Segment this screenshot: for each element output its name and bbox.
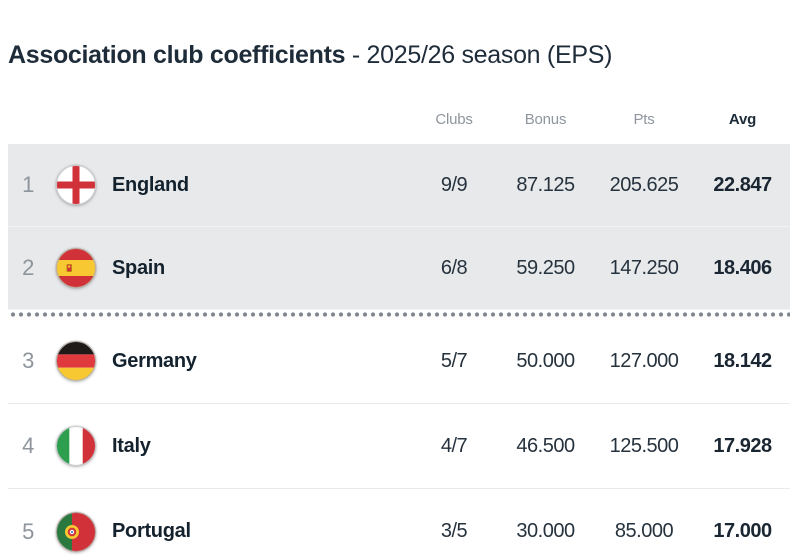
clubs-value: 4/7 bbox=[440, 434, 468, 457]
spain-flag-icon bbox=[56, 248, 96, 288]
bonus-value: 59.250 bbox=[516, 256, 575, 279]
rank-value: 4 bbox=[22, 433, 34, 458]
column-header-pts: Pts bbox=[633, 110, 655, 128]
country-name: Spain bbox=[112, 256, 165, 279]
country-name: Germany bbox=[112, 349, 197, 372]
avg-value: 17.000 bbox=[713, 520, 772, 542]
column-header-clubs: Clubs bbox=[435, 110, 473, 128]
country-name: Italy bbox=[112, 434, 151, 457]
rank-value: 1 bbox=[22, 172, 34, 197]
avg-value: 17.928 bbox=[713, 434, 772, 457]
portugal-flag-icon bbox=[56, 511, 96, 552]
table-row-spain[interactable]: 2 bbox=[8, 227, 790, 310]
table-row-germany[interactable]: 3 Germany 5/7 50.000 127.000 bbox=[8, 319, 790, 404]
rank-value: 5 bbox=[22, 518, 34, 544]
pts-value: 147.250 bbox=[609, 256, 679, 279]
avg-value: 22.847 bbox=[713, 173, 772, 196]
qualification-cutoff-divider bbox=[8, 311, 790, 318]
column-header-bonus: Bonus bbox=[524, 110, 567, 128]
avg-value: 18.142 bbox=[713, 349, 772, 372]
avg-value: 18.406 bbox=[713, 256, 772, 279]
germany-flag-icon bbox=[56, 341, 96, 381]
pts-value: 127.000 bbox=[609, 349, 679, 372]
page-title-season: - 2025/26 season (EPS) bbox=[351, 41, 613, 69]
page-title-main: Association club coefficients bbox=[8, 41, 346, 69]
bonus-value: 87.125 bbox=[516, 173, 575, 196]
country-name: Portugal bbox=[112, 520, 191, 542]
pts-value: 205.625 bbox=[609, 173, 679, 196]
clubs-value: 3/5 bbox=[440, 520, 468, 542]
bonus-value: 46.500 bbox=[516, 434, 575, 457]
clubs-value: 5/7 bbox=[440, 349, 468, 372]
bonus-value: 50.000 bbox=[516, 349, 575, 372]
table-row-portugal[interactable]: 5 Portugal bbox=[8, 489, 790, 555]
pts-value: 125.500 bbox=[609, 434, 679, 457]
page-title: Association club coefficients - 2025/26 … bbox=[8, 40, 790, 70]
table-row-england[interactable]: 1 England 9/9 87.125 205.625 bbox=[8, 144, 790, 227]
clubs-value: 9/9 bbox=[440, 173, 468, 196]
bonus-value: 30.000 bbox=[516, 520, 575, 542]
clubs-value: 6/8 bbox=[440, 256, 468, 279]
country-name: England bbox=[112, 173, 189, 196]
coefficients-table: Clubs Bonus Pts Avg 1 bbox=[8, 94, 790, 555]
rank-value: 2 bbox=[22, 255, 34, 280]
england-flag-icon bbox=[56, 165, 96, 205]
column-header-avg: Avg bbox=[728, 110, 757, 128]
table-header-row: Clubs Bonus Pts Avg bbox=[8, 94, 790, 144]
table-row-italy[interactable]: 4 Italy 4/7 46.500 125.500 bbox=[8, 404, 790, 489]
pts-value: 85.000 bbox=[614, 520, 674, 542]
rank-value: 3 bbox=[22, 348, 34, 373]
italy-flag-icon bbox=[56, 426, 96, 466]
